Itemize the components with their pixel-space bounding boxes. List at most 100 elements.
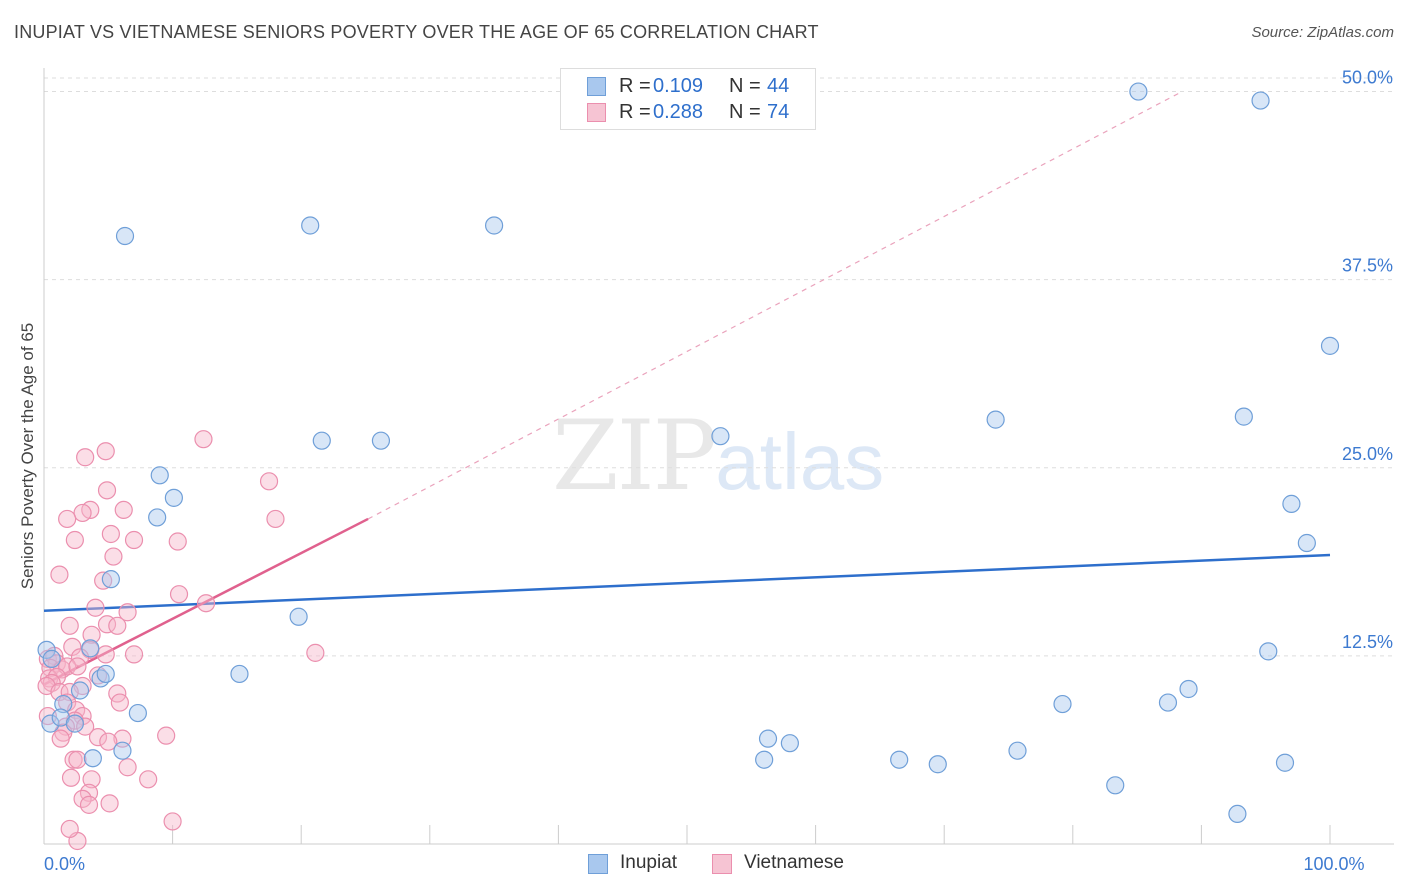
point-vietnamese (97, 481, 117, 500)
point-inupiat (485, 216, 504, 235)
point-inupiat (81, 639, 100, 658)
point-vietnamese (96, 645, 115, 664)
point-vietnamese (169, 585, 189, 604)
point-inupiat (113, 741, 132, 760)
bottom-legend-swatch-inupiat (588, 854, 608, 874)
label-layer: 12.5% 25.0% 37.5% 50.0% 0.0% 100.0% Seniors Po… (18, 68, 1393, 874)
point-vietnamese (168, 532, 187, 551)
point-vietnamese (82, 770, 101, 789)
point-inupiat (101, 570, 120, 589)
point-vietnamese (266, 509, 285, 529)
point-inupiat (1297, 533, 1316, 553)
stats-legend: R = 0.109 N = 44 R = 0.288 N = 74 (560, 68, 816, 130)
chart-source: Source: ZipAtlas.com (1251, 24, 1394, 41)
point-vietnamese (65, 530, 84, 550)
y-tick-label: 50.0% (1342, 68, 1393, 88)
point-inupiat (1106, 776, 1125, 795)
legend-n-label: N = (729, 101, 761, 123)
legend-n-value: 74 (767, 101, 790, 123)
point-inupiat (83, 749, 102, 768)
point-inupiat (150, 466, 169, 485)
point-vietnamese (99, 732, 118, 751)
point-inupiat (1179, 679, 1198, 699)
grid-layer (44, 77, 1394, 657)
point-inupiat (1129, 82, 1148, 101)
point-vietnamese (100, 794, 119, 813)
chart-title: INUPIAT VS VIETNAMESE SENIORS POVERTY OV… (14, 22, 819, 42)
point-inupiat (755, 750, 774, 769)
point-inupiat (1228, 804, 1247, 824)
point-inupiat (128, 703, 147, 723)
point-vietnamese (110, 693, 129, 712)
point-vietnamese (94, 571, 113, 590)
point-vietnamese (68, 657, 87, 676)
point-vietnamese (88, 728, 108, 747)
point-inupiat (289, 607, 308, 626)
point-vietnamese (194, 430, 213, 449)
point-inupiat (1275, 753, 1295, 772)
point-inupiat (711, 427, 730, 446)
point-vietnamese (50, 565, 69, 584)
point-vietnamese (96, 442, 115, 461)
point-vietnamese (79, 795, 99, 814)
point-vietnamese (157, 726, 176, 745)
point-vietnamese (118, 758, 137, 777)
point-vietnamese (118, 603, 137, 622)
point-vietnamese (76, 717, 95, 736)
point-vietnamese (68, 750, 87, 769)
point-inupiat (1158, 693, 1178, 712)
legend-r-label: R = (619, 75, 651, 97)
legend-n-label: N = (729, 75, 761, 97)
point-inupiat (1259, 642, 1278, 661)
trend-line-inupiat (43, 553, 1331, 612)
point-inupiat (1251, 91, 1270, 110)
trend-line-extension (367, 91, 1183, 520)
point-vietnamese (108, 616, 127, 635)
point-inupiat (42, 649, 61, 668)
point-inupiat (148, 508, 167, 527)
point-inupiat (928, 755, 947, 774)
point-vietnamese (306, 643, 325, 662)
point-vietnamese (60, 819, 79, 839)
point-inupiat (301, 216, 320, 235)
point-inupiat (371, 431, 391, 450)
point-vietnamese (86, 598, 105, 617)
trend-layer (43, 91, 1331, 686)
point-vietnamese (76, 448, 95, 467)
point-inupiat (1008, 741, 1027, 760)
point-vietnamese (51, 729, 70, 748)
point-inupiat (54, 694, 73, 714)
axis-layer (43, 68, 1394, 845)
point-inupiat (1282, 494, 1301, 513)
x-tick-label: 100.0% (1303, 854, 1364, 874)
legend-n-value: 44 (767, 75, 790, 97)
point-vietnamese (82, 625, 101, 644)
point-inupiat (1320, 336, 1340, 355)
point-inupiat (70, 681, 90, 700)
point-vietnamese (139, 770, 158, 789)
point-vietnamese (124, 530, 144, 550)
point-inupiat (312, 431, 331, 450)
legend-r-value: 0.109 (653, 75, 704, 97)
bottom-legend-label-vietnamese: Vietnamese (744, 852, 844, 873)
point-vietnamese (88, 666, 108, 685)
point-vietnamese (60, 616, 79, 635)
point-vietnamese (124, 645, 144, 664)
point-inupiat (1053, 694, 1072, 714)
point-inupiat (164, 488, 183, 507)
point-vietnamese (114, 500, 133, 520)
point-inupiat (1234, 407, 1253, 426)
legend-r-value: 0.288 (653, 101, 704, 123)
y-axis-label: Seniors Poverty Over the Age of 65 (18, 323, 37, 589)
legend-swatch-vietnamese (587, 103, 606, 122)
point-vietnamese (58, 509, 77, 529)
point-inupiat (41, 714, 60, 733)
point-inupiat (986, 410, 1005, 429)
point-vietnamese (73, 503, 92, 523)
legend-swatch-inupiat (587, 77, 606, 96)
point-inupiat (890, 750, 909, 769)
point-vietnamese (163, 812, 182, 831)
point-vietnamese (196, 594, 216, 613)
point-inupiat (115, 226, 135, 246)
bottom-legend-swatch-vietnamese (712, 854, 732, 874)
